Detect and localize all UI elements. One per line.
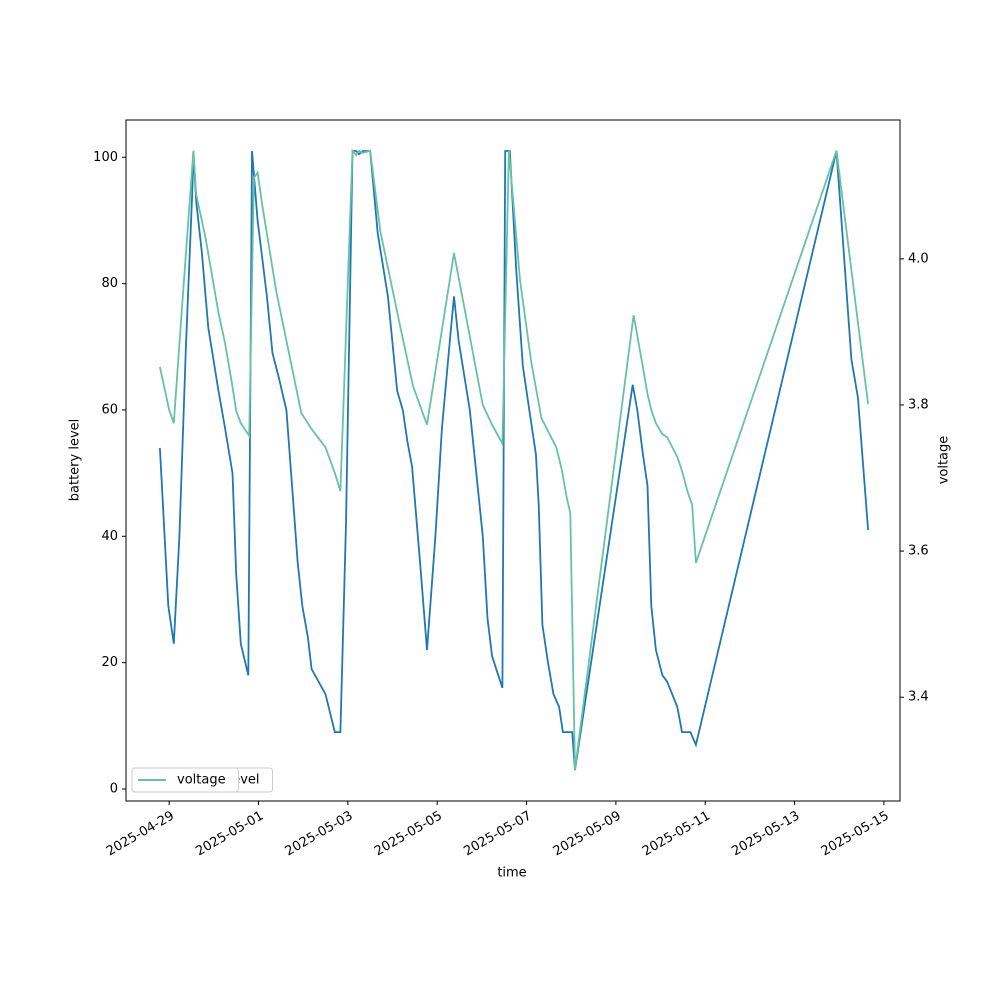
y-tick-label: 20 — [101, 655, 118, 670]
y-tick-label: 40 — [101, 529, 118, 544]
x-tick-label: 2025-05-05 — [372, 809, 445, 860]
x-tick-label: 2025-05-07 — [461, 809, 534, 860]
x-tick-label: 2025-05-15 — [819, 809, 892, 860]
y2-tick-label: 4.0 — [908, 251, 929, 266]
x-tick-label: 2025-05-11 — [640, 809, 713, 860]
y2-tick-label: 3.6 — [908, 544, 929, 559]
y-tick-label: 0 — [110, 781, 118, 796]
x-tick-label: 2025-04-29 — [104, 809, 177, 860]
x-tick-label: 2025-05-01 — [193, 809, 266, 860]
y-axis-label: battery level — [68, 419, 83, 502]
y2-axis-label: voltage — [937, 436, 952, 485]
legend-box — [131, 767, 240, 793]
y-tick-label: 80 — [101, 276, 118, 291]
y-tick-label: 60 — [101, 402, 118, 417]
x-tick-label: 2025-05-13 — [729, 809, 802, 860]
x-axis-label: time — [497, 866, 526, 881]
y-tick-label: 100 — [93, 150, 118, 165]
x-tick-label: 2025-05-09 — [551, 809, 624, 860]
plot-frame — [125, 119, 901, 802]
x-tick-label: 2025-05-03 — [283, 809, 356, 860]
series-line — [159, 148, 869, 770]
legend-label: voltage — [177, 773, 226, 788]
y2-tick-label: 3.4 — [908, 690, 929, 705]
series-line — [159, 150, 869, 771]
y2-tick-label: 3.8 — [908, 397, 929, 412]
